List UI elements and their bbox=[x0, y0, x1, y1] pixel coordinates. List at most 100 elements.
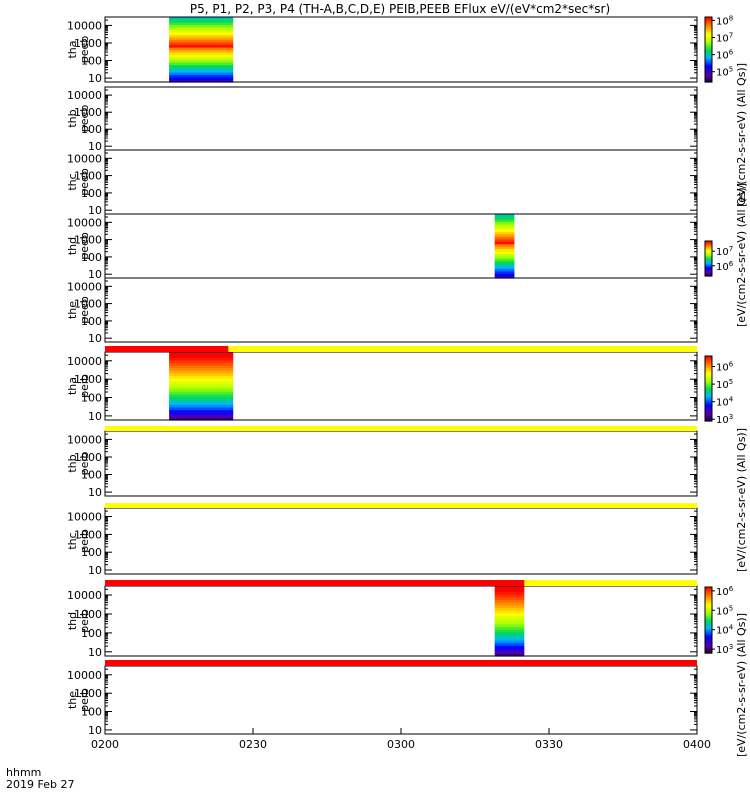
spectrogram-row bbox=[494, 216, 515, 220]
colorbar-segment bbox=[705, 273, 712, 275]
spectrogram-row bbox=[494, 604, 525, 609]
colorbar-segment bbox=[705, 269, 712, 271]
colorbar-segment bbox=[705, 403, 712, 406]
colorbar-segment bbox=[705, 385, 712, 388]
spectrogram-row bbox=[169, 62, 234, 66]
panel-product-label: peib bbox=[78, 609, 91, 633]
spectrogram-row bbox=[169, 27, 234, 31]
spectrogram-row bbox=[494, 621, 525, 625]
colorbar-segment bbox=[705, 590, 712, 593]
spectrogram-row bbox=[169, 39, 234, 43]
colorbar-segment bbox=[705, 73, 712, 77]
colorbar-segment bbox=[705, 608, 712, 611]
colorbar-segment bbox=[705, 246, 712, 248]
panel-probe-label: thc bbox=[66, 173, 79, 190]
y-tick-label: 10000 bbox=[67, 216, 102, 229]
spectrogram-row bbox=[494, 626, 525, 630]
colorbar-segment bbox=[705, 57, 712, 60]
colorbar-3: 103 104 105 106 bbox=[704, 355, 734, 426]
y-tick-label: 10 bbox=[88, 72, 102, 85]
spectrogram-row bbox=[494, 610, 525, 614]
colorbar-segment bbox=[705, 409, 712, 412]
colorbar-segment bbox=[705, 244, 712, 246]
spectrogram-row bbox=[494, 629, 525, 633]
spectrogram-row bbox=[494, 253, 515, 257]
colorbar-tick-label: 107 bbox=[716, 245, 733, 258]
colorbar-tick-label: 104 bbox=[716, 396, 734, 409]
spectrogram-row bbox=[494, 218, 515, 222]
spectrogram-row bbox=[494, 228, 515, 232]
spectrogram-row bbox=[494, 647, 525, 652]
colorbar-segment bbox=[705, 406, 712, 409]
colorbar-segment bbox=[705, 260, 712, 262]
colorbar-segment bbox=[705, 367, 712, 370]
colorbar-segment bbox=[705, 62, 712, 65]
colorbar-segment bbox=[705, 242, 712, 245]
panel-frame bbox=[104, 430, 698, 497]
colorbar-segment bbox=[705, 643, 712, 646]
panel-probe-label: thd bbox=[66, 237, 79, 255]
spectrogram-row bbox=[169, 69, 234, 73]
y-tick-label: 1000 bbox=[74, 234, 102, 247]
colorbar-segment bbox=[705, 262, 712, 264]
colorbar-segment bbox=[705, 375, 712, 378]
panel-probe-label: thc bbox=[66, 532, 79, 549]
panel-probe-label: thb bbox=[66, 109, 79, 127]
spectrogram-row bbox=[494, 623, 525, 627]
spectrogram-row bbox=[169, 49, 234, 53]
colorbar-segment bbox=[705, 241, 712, 243]
colorbar-segment bbox=[705, 369, 712, 372]
colorbar-segment bbox=[705, 268, 712, 270]
colorbar-segment bbox=[705, 603, 712, 606]
colorbar-segment bbox=[705, 44, 712, 47]
colorbar-tick-label: 104 bbox=[716, 624, 734, 637]
spectrogram-row bbox=[494, 591, 525, 595]
colorbar-segment bbox=[705, 648, 712, 651]
colorbar-segment bbox=[705, 378, 712, 381]
spectrogram-block bbox=[494, 214, 515, 279]
colorbar-segment bbox=[705, 600, 712, 603]
spectrogram-row bbox=[494, 275, 515, 279]
y-tick-label: 1000 bbox=[74, 37, 102, 50]
colorbar-segment bbox=[705, 373, 712, 377]
spectrogram-row bbox=[169, 375, 234, 379]
colorbar-segment bbox=[705, 359, 712, 362]
flag-bars bbox=[105, 346, 698, 666]
colorbar-segment bbox=[705, 26, 712, 29]
colorbar-segment bbox=[705, 266, 712, 268]
colorbar-tick-label: 106 bbox=[716, 585, 734, 598]
colorbar-segment bbox=[705, 401, 712, 404]
colorbar-segment bbox=[705, 649, 712, 652]
colorbar-segment bbox=[705, 598, 712, 601]
spectrogram-row bbox=[169, 380, 234, 384]
colorbar-segment bbox=[705, 356, 712, 359]
colorbar-segment bbox=[705, 261, 712, 263]
spectrogram-row bbox=[169, 388, 234, 392]
colorbar-segment bbox=[705, 638, 712, 641]
colorbar-segment bbox=[705, 251, 712, 253]
colorbar-segment bbox=[705, 625, 712, 628]
colorbar-segment bbox=[705, 30, 712, 33]
spectrogram-row bbox=[169, 354, 234, 358]
colorbar-segment bbox=[705, 636, 712, 639]
y-tick-label: 1000 bbox=[74, 687, 102, 700]
colorbar-1: 105 106 107 108 bbox=[704, 14, 734, 83]
colorbar-segment bbox=[705, 259, 712, 261]
colorbar-segment bbox=[705, 391, 712, 394]
x-tick-label: 0400 bbox=[683, 738, 711, 751]
colorbar-tick-label: 103 bbox=[716, 643, 733, 656]
spectrogram-row bbox=[169, 77, 234, 81]
flag-red bbox=[105, 346, 229, 352]
colorbar-segment bbox=[705, 606, 712, 610]
colorbar-segment bbox=[705, 390, 712, 393]
colorbar-segment bbox=[705, 21, 712, 25]
spectrogram-row bbox=[169, 406, 234, 411]
colorbar-segment bbox=[705, 416, 712, 419]
y-tick-label: 10000 bbox=[67, 511, 102, 524]
panel-probe-label: thb bbox=[66, 454, 79, 472]
colorbar-segment bbox=[705, 263, 712, 266]
side-label-4: [eV/(cm2-s-sr-eV) (All Qs)] bbox=[735, 613, 748, 757]
colorbar-segment bbox=[705, 628, 712, 631]
colorbar-segment bbox=[705, 46, 712, 49]
colorbar-tick-label: 108 bbox=[716, 14, 733, 27]
